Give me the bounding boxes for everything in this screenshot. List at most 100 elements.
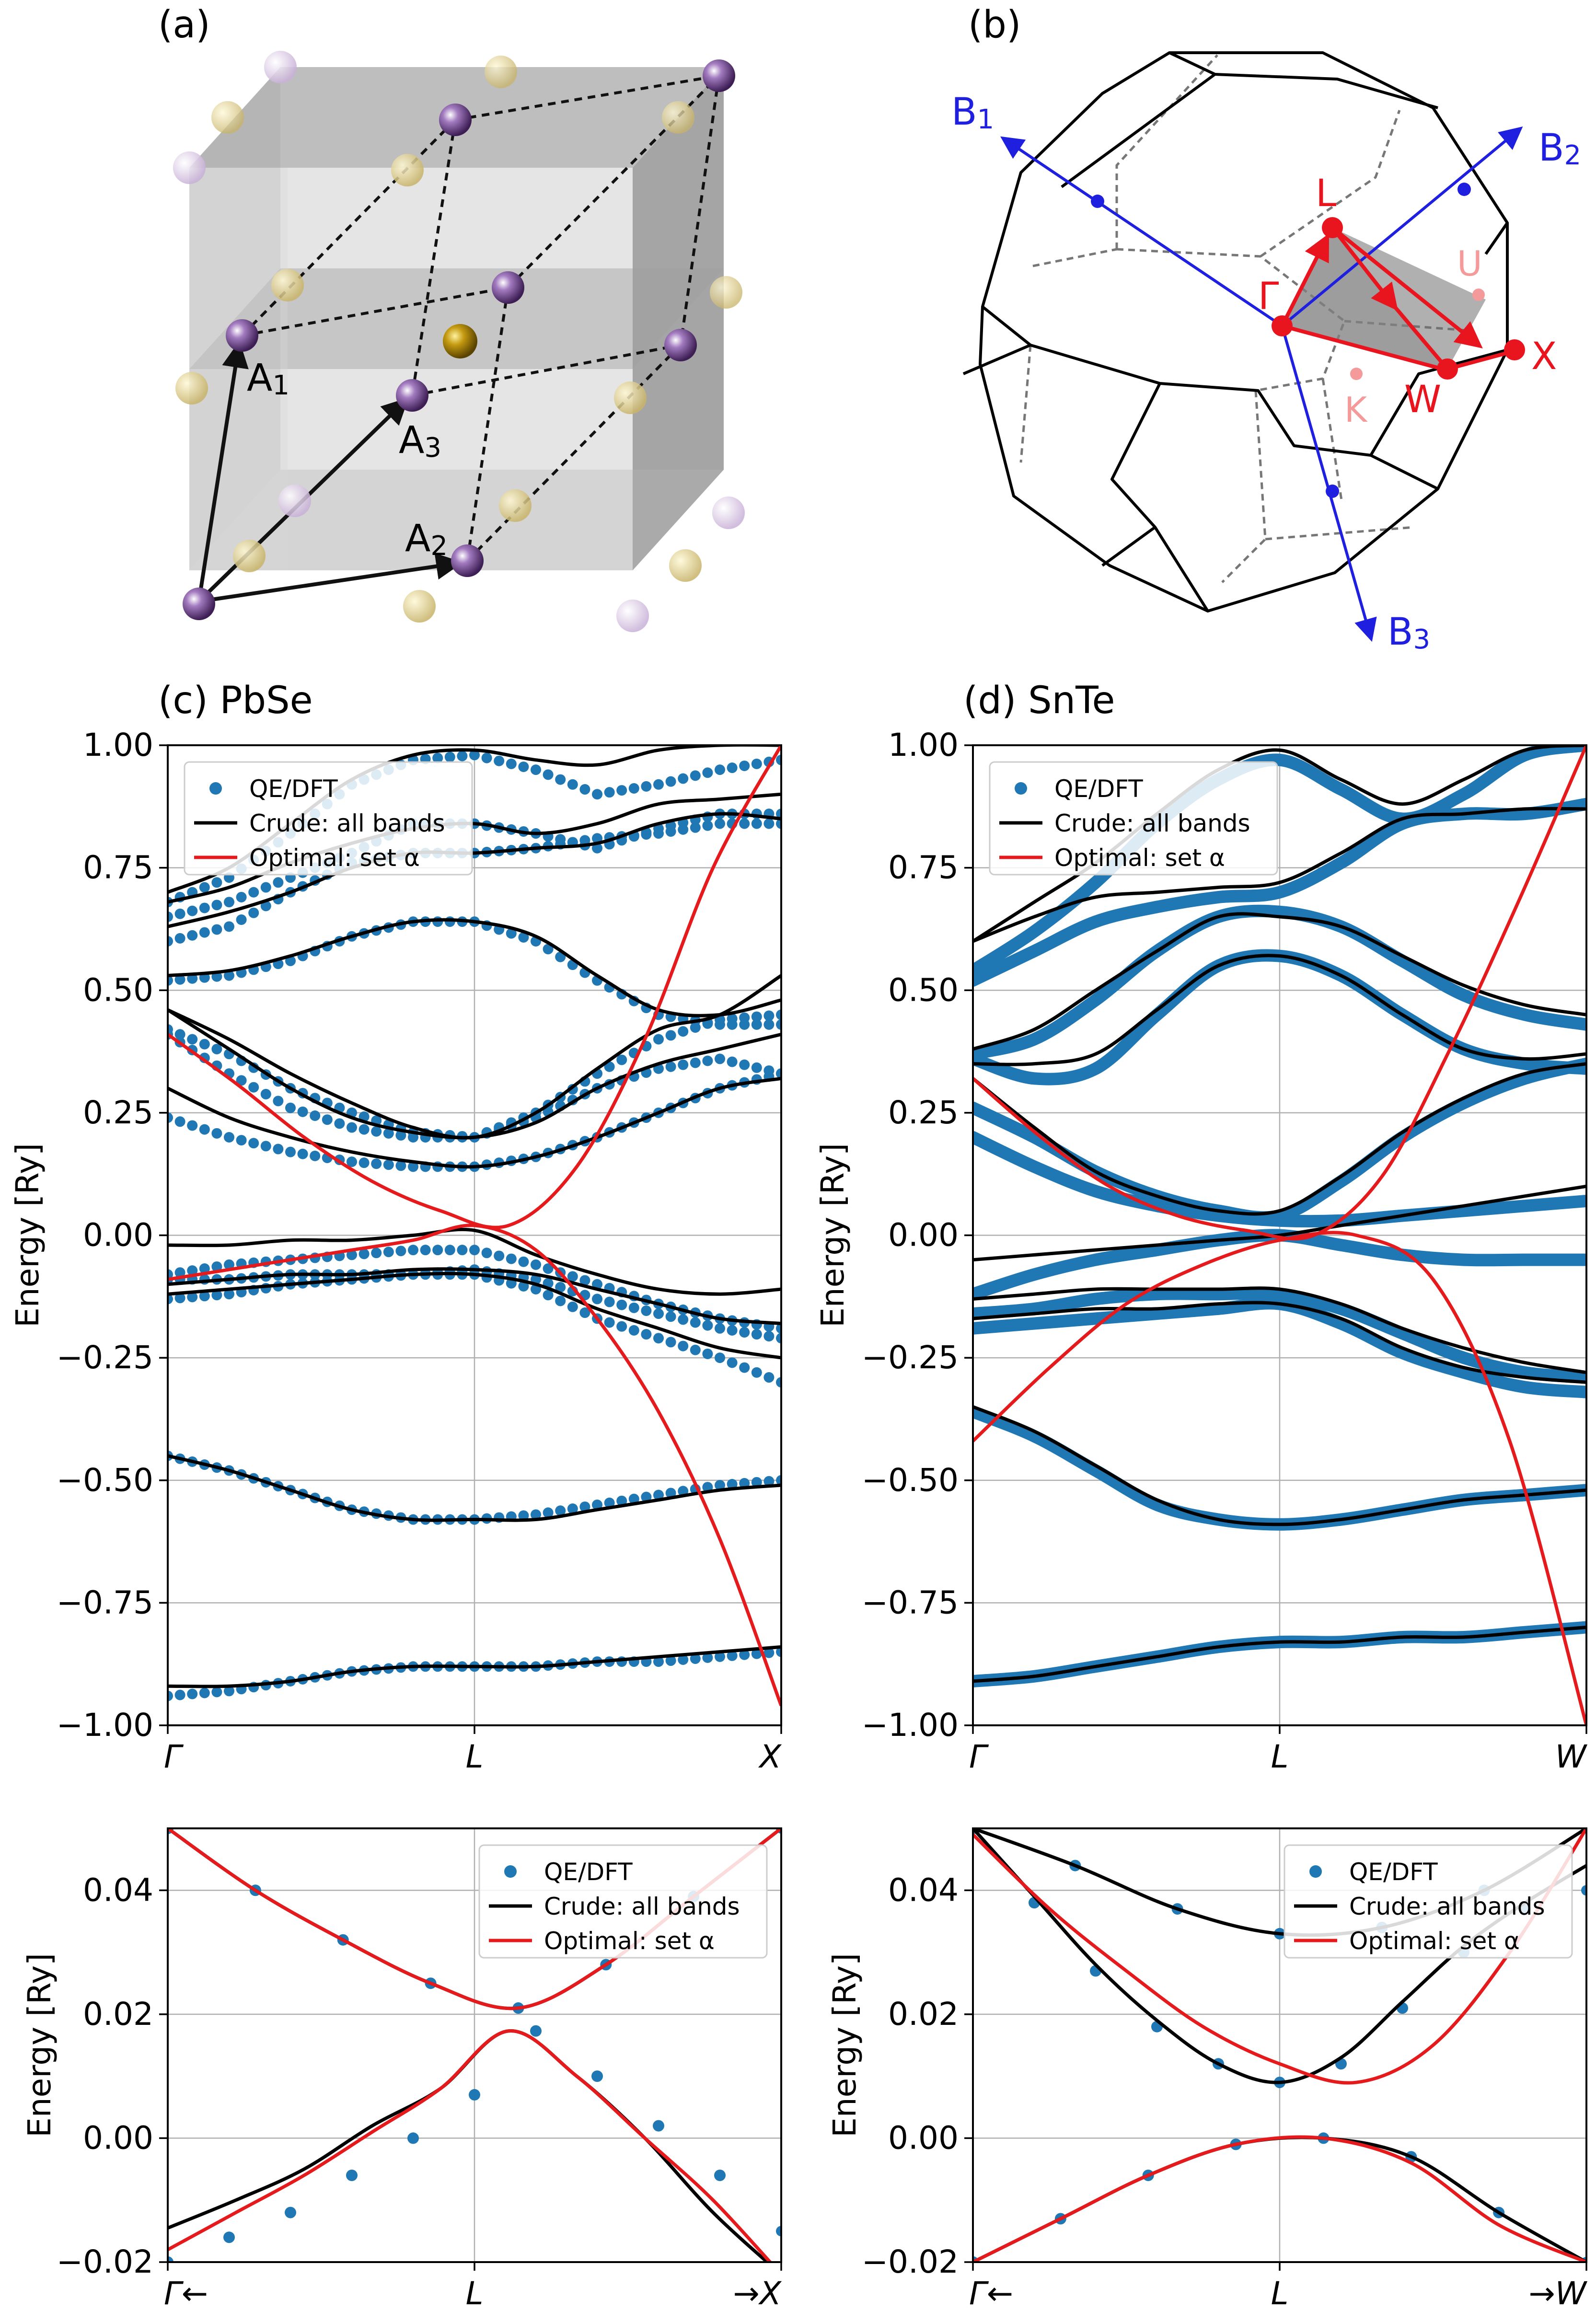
- dft-point: [531, 1509, 541, 1520]
- dft-point: [174, 1029, 185, 1040]
- y-tick-label: −0.50: [862, 1462, 959, 1499]
- optimal-band: [973, 745, 1586, 1241]
- dft-point: [628, 1493, 639, 1504]
- dft-point: [187, 1688, 198, 1699]
- dft-point: [739, 760, 750, 771]
- dft-point: [628, 1325, 639, 1336]
- dft-point: [408, 1161, 418, 1172]
- dft-point: [543, 1290, 554, 1301]
- dft-point: [260, 901, 271, 912]
- dft-point: [347, 1156, 357, 1167]
- dft-point: [199, 1124, 210, 1135]
- plot-area: [973, 1828, 1586, 2262]
- dft-point: [494, 755, 505, 766]
- dft-point: [739, 1649, 750, 1660]
- dft-point: [604, 1296, 615, 1307]
- dft-point: [224, 921, 234, 932]
- dft-point: [310, 1110, 321, 1121]
- chart-c-bottom: −0.02 0.00 0.02 0.04 Γ← L →X Energy [Ry] QE/DFT C…: [21, 1827, 782, 2312]
- x-tick-label: Γ←: [969, 2275, 1013, 2312]
- dft-point: [506, 928, 517, 939]
- dft-point: [702, 1055, 713, 1066]
- legend-label-crude: Crude: all bands: [1349, 1893, 1545, 1920]
- dft-point: [715, 818, 725, 829]
- y-tick-label: −0.02: [57, 2243, 153, 2280]
- dft-point: [168, 1294, 173, 1305]
- dft-point: [690, 1317, 701, 1328]
- dft-point: [727, 1479, 738, 1490]
- chart-d-top: −1.00 −0.75 −0.50 −0.25 0.00 0.25 0.50 0.75 1.00…: [814, 727, 1588, 1775]
- dft-point: [555, 1505, 566, 1516]
- dft-point: [444, 751, 455, 762]
- dft-point: [579, 1307, 590, 1318]
- x-tick-label: →W: [1528, 2275, 1587, 2312]
- dft-point: [751, 1019, 762, 1030]
- axes-frame: [167, 1827, 782, 2263]
- x-tick-label: L: [1271, 2275, 1289, 2312]
- dft-point: [383, 1247, 394, 1258]
- dft-point: [260, 882, 271, 893]
- legend-label-optimal: Optimal: set α: [1054, 844, 1225, 872]
- dft-point: [616, 1299, 627, 1310]
- dft-point: [334, 1118, 345, 1129]
- dft-point: [273, 1144, 284, 1155]
- dft-point: [518, 1510, 529, 1521]
- primitive-cell: [241, 74, 720, 562]
- legend-marker-dft: [1015, 782, 1027, 795]
- series-line: [973, 745, 1586, 1725]
- dft-point: [168, 1024, 173, 1035]
- dft-point: [211, 1687, 222, 1698]
- dft-point: [751, 818, 762, 829]
- dft-point: [678, 1654, 689, 1665]
- dft-point: [555, 1282, 566, 1293]
- legend: QE/DFT Crude: all bands Optimal: set α: [1284, 1844, 1573, 1959]
- dft-point: [776, 1475, 781, 1486]
- dft-point: [555, 1295, 566, 1306]
- dft-point: [469, 1245, 480, 1256]
- band-structure-plots: −1.00 −0.75 −0.50 −0.25 0.00 0.25 0.50 0.75 1.00…: [9, 727, 1588, 2312]
- dft-point: [641, 1491, 652, 1502]
- vector-a1: [197, 340, 249, 602]
- label-L: L: [1316, 172, 1337, 215]
- dft-point: [236, 1075, 247, 1086]
- dft-point: [531, 1259, 541, 1270]
- y-tick-label: −0.75: [862, 1584, 959, 1621]
- y-tick-label: 0.00: [83, 2119, 153, 2156]
- axes-frame: [972, 744, 1587, 1726]
- dft-point: [168, 2256, 173, 2262]
- dft-point: [174, 908, 185, 919]
- dft-point: [715, 1651, 725, 1662]
- dft-point: [690, 1653, 701, 1664]
- legend-marker-dft: [504, 1865, 517, 1878]
- dft-point: [715, 1053, 725, 1064]
- dft-point: [359, 1157, 370, 1168]
- dft-point: [469, 2089, 480, 2101]
- dft-point: [776, 2226, 781, 2237]
- dft-point: [641, 1329, 652, 1340]
- panel-b: (b): [951, 3, 1581, 655]
- dft-point: [665, 1337, 676, 1348]
- dft-point: [776, 1377, 781, 1388]
- legend: QE/DFT Crude: all bands Optimal: set α: [478, 1844, 768, 1959]
- dft-band: [973, 745, 1586, 977]
- crude-band: [973, 745, 1586, 943]
- dft-point: [555, 834, 566, 845]
- dft-point: [665, 1061, 676, 1072]
- panel-label-b: (b): [968, 3, 1021, 46]
- vector-label-b1: B1: [951, 91, 994, 135]
- dft-point: [665, 1030, 676, 1041]
- dft-point: [727, 1357, 738, 1368]
- dft-point: [739, 1059, 750, 1070]
- label-U: U: [1457, 243, 1482, 284]
- dft-point: [174, 974, 185, 985]
- dft-point: [727, 762, 738, 774]
- dft-point: [604, 1317, 615, 1328]
- dft-point: [555, 774, 566, 785]
- dft-point: [727, 1650, 738, 1661]
- dft-point: [248, 907, 259, 918]
- legend-label-crude: Crude: all bands: [544, 1893, 740, 1920]
- dft-point: [260, 1089, 271, 1100]
- chart-d-bottom: −0.02 0.00 0.02 0.04 Γ← L →W Energy [Ry] QE/DFT C…: [826, 1827, 1588, 2312]
- legend-label-dft: QE/DFT: [1054, 775, 1143, 803]
